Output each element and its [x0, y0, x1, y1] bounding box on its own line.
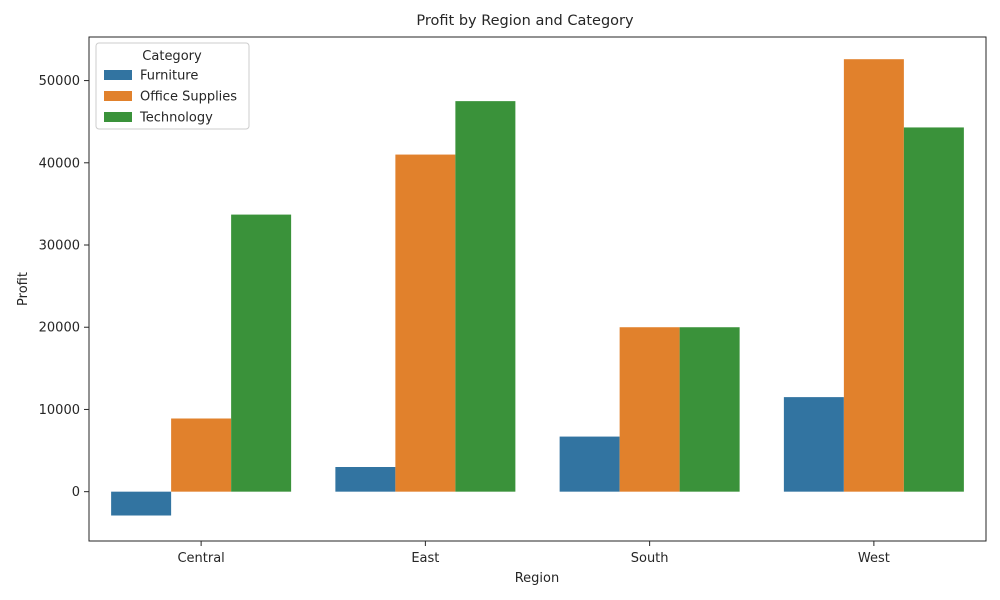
- y-tick-label: 50000: [39, 74, 80, 89]
- bar-south-office-supplies: [619, 327, 680, 492]
- bar-south-furniture: [559, 436, 620, 492]
- bars-group: [111, 59, 964, 516]
- legend-swatch: [104, 112, 132, 122]
- bar-central-furniture: [111, 491, 172, 516]
- chart-title: Profit by Region and Category: [416, 13, 634, 29]
- legend-entry: Technology: [139, 111, 213, 126]
- y-axis-label: Profit: [16, 272, 31, 306]
- bar-west-technology: [903, 127, 964, 492]
- legend-entry: Furniture: [140, 69, 198, 84]
- legend-entry: Office Supplies: [140, 90, 237, 105]
- bar-central-technology: [231, 214, 292, 492]
- y-tick-label: 40000: [39, 156, 80, 171]
- legend-swatch: [104, 70, 132, 80]
- legend-box: [95, 42, 250, 130]
- legend: Category Furniture Office Supplies Technolo…: [95, 42, 250, 130]
- bar-west-furniture: [783, 397, 844, 492]
- bar-east-office-supplies: [395, 154, 456, 492]
- x-axis-label: Region: [515, 571, 560, 586]
- x-tick-label: Central: [177, 551, 224, 566]
- x-tick-label: East: [411, 551, 439, 566]
- x-tick-label: South: [631, 551, 669, 566]
- y-tick-label: 0: [72, 485, 80, 500]
- bar-south-technology: [679, 327, 740, 492]
- plot-frame: [88, 36, 987, 542]
- bar-west-office-supplies: [843, 59, 904, 492]
- x-tick-label: West: [858, 551, 890, 566]
- bar-east-technology: [455, 101, 516, 492]
- y-tick-label: 20000: [39, 321, 80, 336]
- bar-central-office-supplies: [171, 418, 232, 492]
- y-tick-label: 30000: [39, 239, 80, 254]
- legend-swatch: [104, 91, 132, 101]
- x-axis: Central East South West: [177, 541, 890, 566]
- bar-east-furniture: [335, 467, 396, 492]
- legend-title: Category: [142, 49, 202, 64]
- y-tick-label: 10000: [39, 403, 80, 418]
- y-axis: 0 10000 20000 30000 40000 50000: [39, 74, 89, 500]
